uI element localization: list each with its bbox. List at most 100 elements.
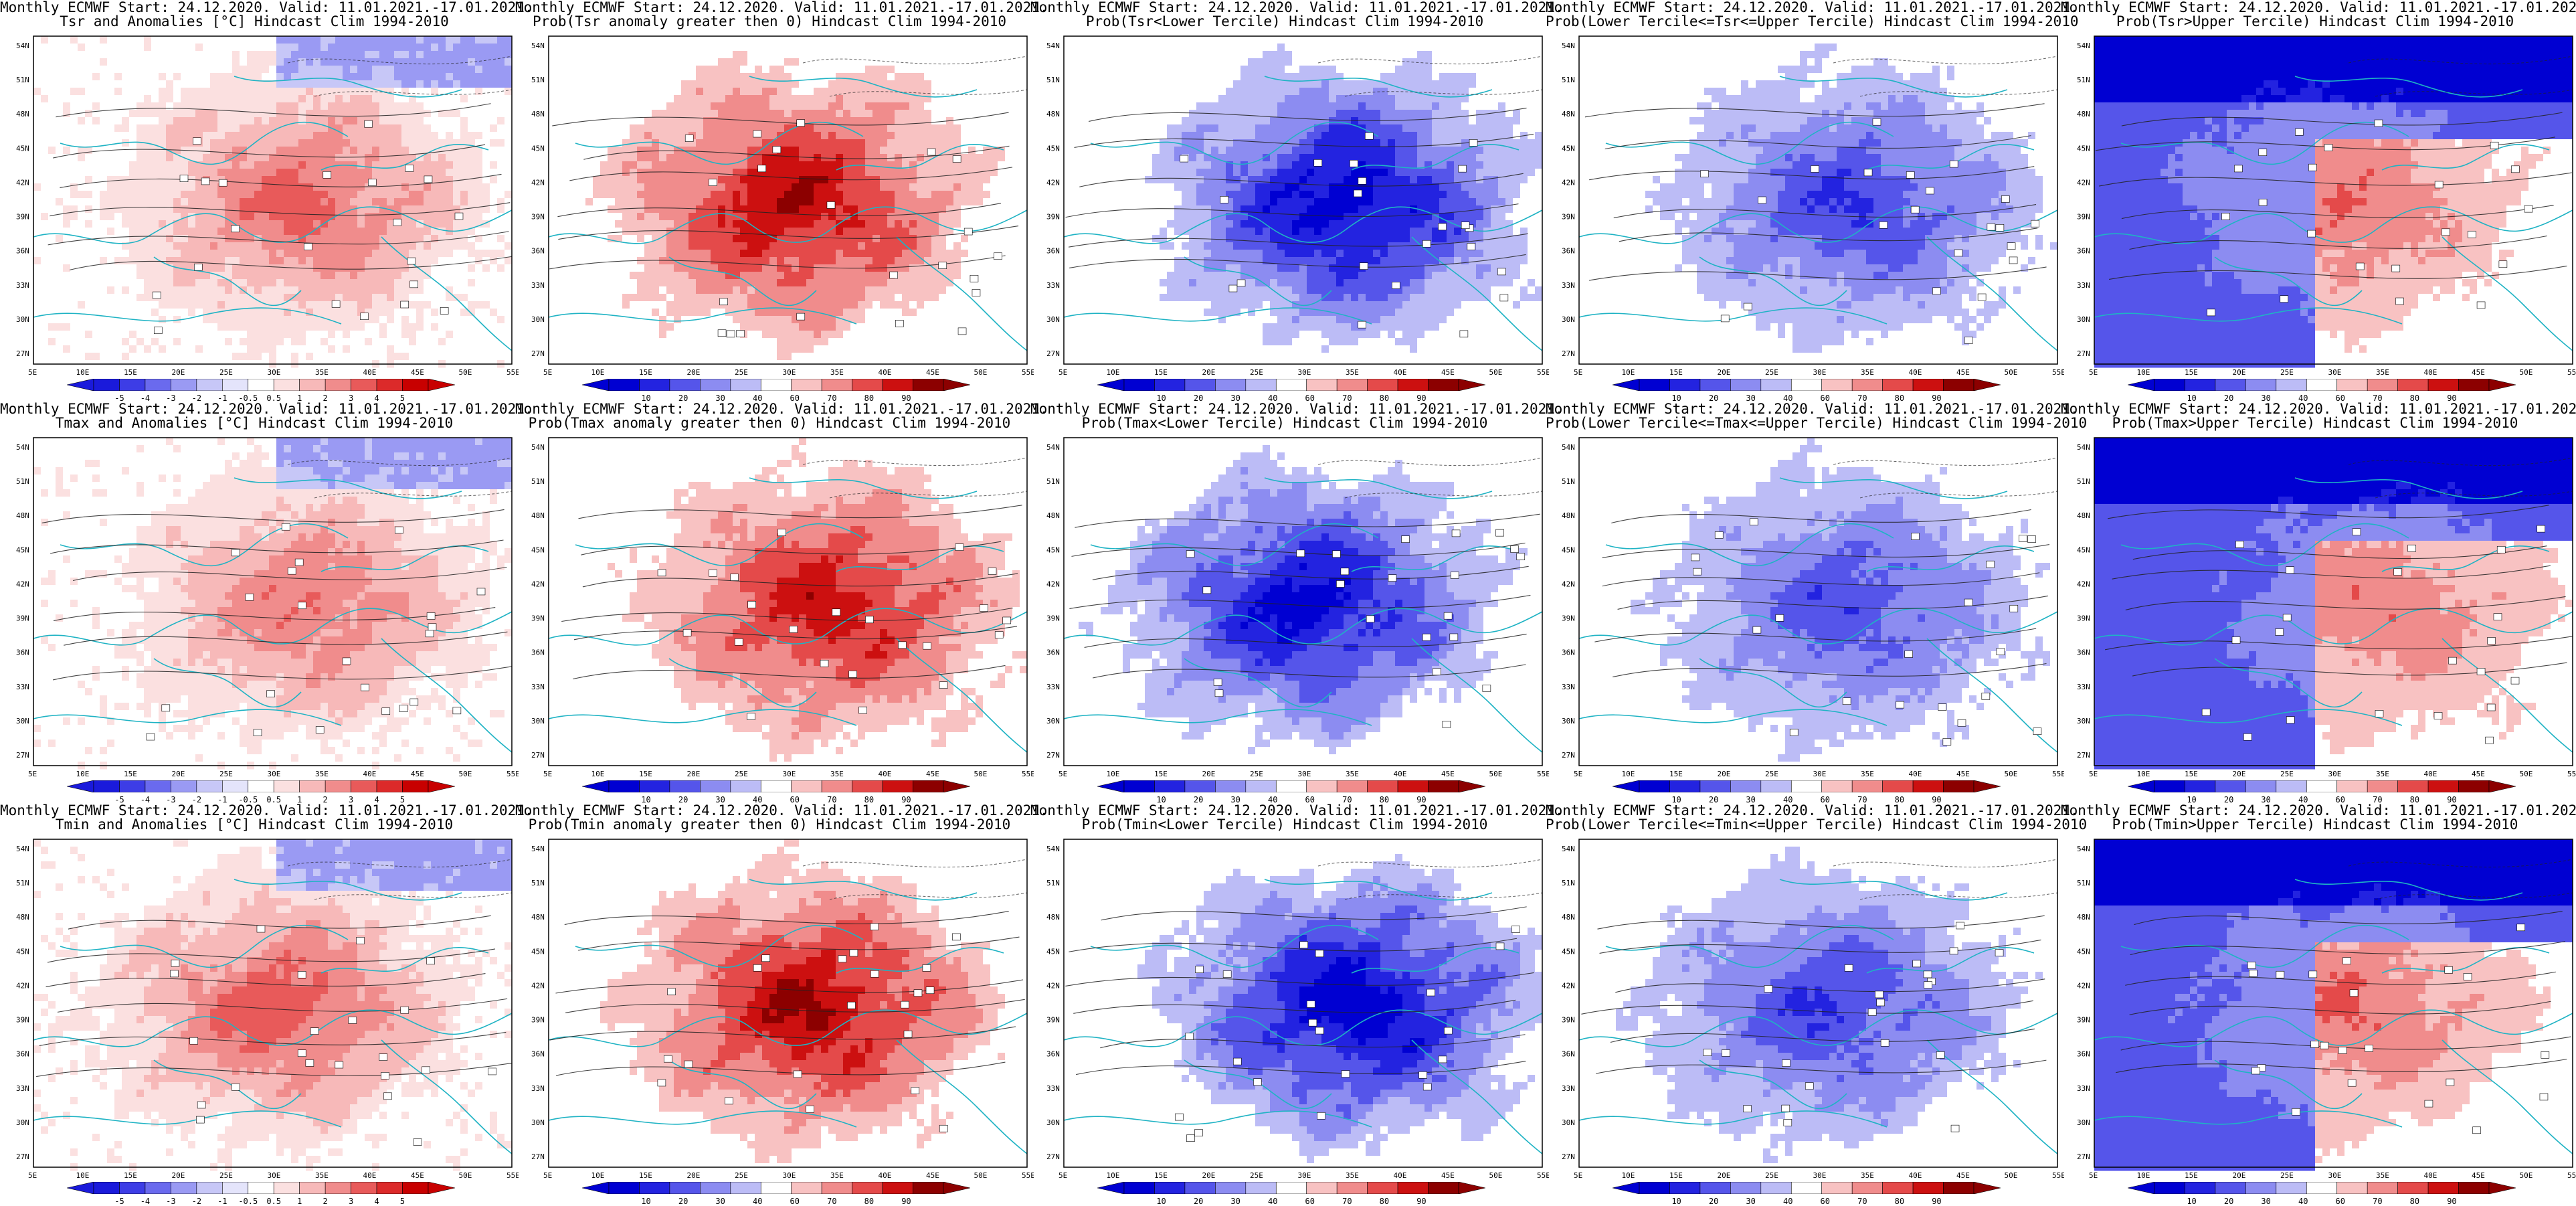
lon-tick-label: 20E <box>2233 368 2246 377</box>
lat-tick-label: 45N <box>531 545 545 554</box>
lat-tick-label: 27N <box>531 1152 545 1161</box>
lat-tick-label: 30N <box>1562 717 1575 725</box>
lon-tick-label: 35E <box>315 1171 329 1180</box>
lat-tick-label: 27N <box>16 349 29 358</box>
lon-tick-label: 35E <box>1346 1171 1359 1180</box>
lat-tick-label: 33N <box>531 1084 545 1093</box>
lon-tick-label: 15E <box>124 770 137 778</box>
lon-tick-label: 15E <box>1154 770 1168 778</box>
lon-tick-label: 20E <box>1718 368 1731 377</box>
lat-tick-label: 45N <box>2077 947 2090 956</box>
colorbar <box>582 780 970 792</box>
lat-tick-label: 45N <box>531 947 545 956</box>
lat-tick-label: 33N <box>1046 1084 1060 1093</box>
lon-tick-label: 5E <box>1574 368 1582 377</box>
lat-tick-label: 51N <box>1046 879 1060 887</box>
lon-tick-label: 10E <box>1107 770 1120 778</box>
colorbar <box>2128 1182 2516 1194</box>
map-panel: Monthly ECMWF Start: 24.12.2020. Valid: … <box>515 402 1024 803</box>
map-panel: Monthly ECMWF Start: 24.12.2020. Valid: … <box>2061 402 2569 803</box>
map-panel: Monthly ECMWF Start: 24.12.2020. Valid: … <box>1030 803 1539 1205</box>
lon-tick-label: 50E <box>974 368 988 377</box>
lat-tick-label: 45N <box>16 545 29 554</box>
lat-tick-label: 51N <box>531 879 545 887</box>
lat-tick-label: 42N <box>16 981 29 990</box>
lon-tick-label: 40E <box>363 1171 377 1180</box>
lon-tick-label: 5E <box>543 1171 552 1180</box>
lon-tick-label: 45E <box>1956 770 1970 778</box>
lat-tick-label: 30N <box>531 1118 545 1127</box>
lon-tick-label: 20E <box>1718 770 1731 778</box>
lon-tick-label: 25E <box>219 368 233 377</box>
lat-tick-label: 33N <box>1562 281 1575 290</box>
lat-tick-label: 48N <box>531 913 545 922</box>
lat-tick-label: 36N <box>1046 247 1060 256</box>
lon-tick-label: 5E <box>28 1171 37 1180</box>
lon-tick-label: 45E <box>2472 770 2485 778</box>
lon-tick-label: 15E <box>124 368 137 377</box>
lon-tick-label: 15E <box>1669 368 1683 377</box>
lon-tick-label: 25E <box>1765 368 1778 377</box>
lon-tick-label: 25E <box>735 1171 748 1180</box>
lon-tick-label: 35E <box>830 770 844 778</box>
lat-tick-label: 42N <box>16 178 29 187</box>
panel-subtitle: Tmin and Anomalies [°C] Hindcast Clim 19… <box>0 817 509 832</box>
lon-tick-label: 30E <box>783 368 796 377</box>
lat-tick-label: 30N <box>1562 1118 1575 1127</box>
lat-tick-label: 45N <box>16 144 29 153</box>
lon-tick-label: 50E <box>1489 1171 1503 1180</box>
map-panel: Monthly ECMWF Start: 24.12.2020. Valid: … <box>2061 803 2569 1205</box>
lat-tick-label: 42N <box>1562 981 1575 990</box>
lat-tick-label: 36N <box>531 1050 545 1059</box>
lon-tick-label: 50E <box>2520 1171 2533 1180</box>
lat-tick-label: 45N <box>531 144 545 153</box>
lon-tick-label: 20E <box>1718 1171 1731 1180</box>
panel-title: Monthly ECMWF Start: 24.12.2020. Valid: … <box>2061 803 2569 818</box>
lon-tick-label: 55E <box>2567 1171 2576 1180</box>
lon-tick-label: 10E <box>1107 1171 1120 1180</box>
lon-tick-label: 45E <box>411 770 424 778</box>
lon-tick-label: 35E <box>315 770 329 778</box>
lat-tick-label: 27N <box>531 751 545 760</box>
lat-tick-label: 48N <box>1046 110 1060 118</box>
panel-subtitle: Prob(Tmin anomaly greater then 0) Hindca… <box>515 817 1024 832</box>
lat-tick-label: 51N <box>531 477 545 486</box>
lon-tick-label: 5E <box>2089 1171 2098 1180</box>
lat-tick-label: 54N <box>531 443 545 452</box>
lon-tick-label: 35E <box>830 1171 844 1180</box>
lat-tick-label: 27N <box>1562 751 1575 760</box>
lat-tick-label: 51N <box>2077 879 2090 887</box>
colorbar <box>582 1182 970 1194</box>
lat-tick-label: 54N <box>16 443 29 452</box>
lon-tick-label: 15E <box>639 1171 652 1180</box>
lon-tick-label: 20E <box>1202 770 1216 778</box>
lon-tick-label: 30E <box>1298 1171 1311 1180</box>
lat-tick-label: 30N <box>1046 717 1060 725</box>
lon-tick-label: 30E <box>268 1171 281 1180</box>
colorbar <box>1097 379 1485 391</box>
lon-tick-label: 15E <box>1154 1171 1168 1180</box>
lon-tick-label: 55E <box>2567 770 2576 778</box>
lon-tick-label: 30E <box>1813 1171 1827 1180</box>
lat-tick-label: 27N <box>16 1152 29 1161</box>
lat-tick-label: 27N <box>2077 349 2090 358</box>
lat-tick-label: 30N <box>1046 1118 1060 1127</box>
lat-tick-label: 36N <box>1046 649 1060 657</box>
panel-subtitle: Prob(Lower Tercile<=Tmax<=Upper Tercile)… <box>1546 416 2054 430</box>
lon-tick-label: 5E <box>543 368 552 377</box>
lon-tick-label: 25E <box>2280 1171 2294 1180</box>
colorbar <box>582 379 970 391</box>
panel-title: Monthly ECMWF Start: 24.12.2020. Valid: … <box>1030 402 1539 416</box>
lon-tick-label: 10E <box>1107 368 1120 377</box>
lat-tick-label: 48N <box>1562 913 1575 922</box>
lon-tick-label: 35E <box>1346 770 1359 778</box>
